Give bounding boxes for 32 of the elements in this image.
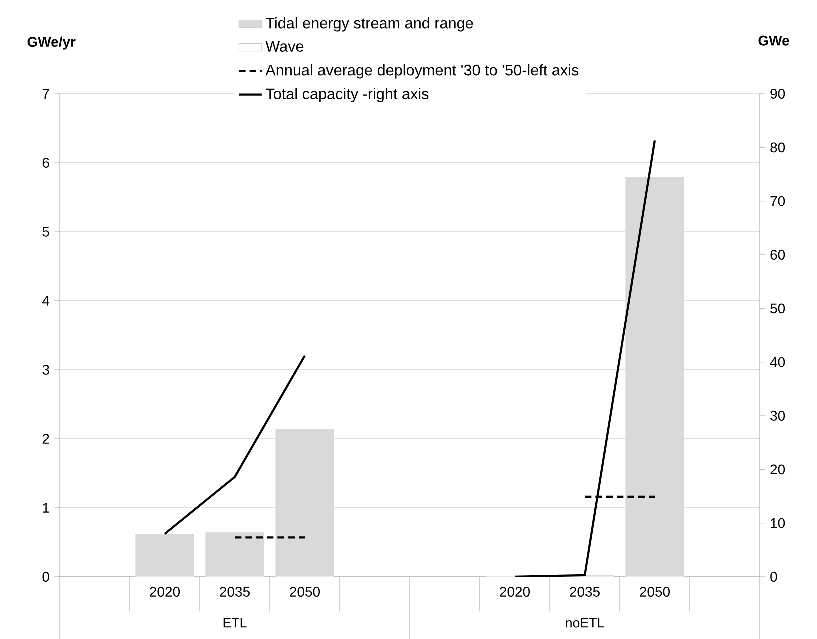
x-tick-label: 2035: [570, 587, 600, 597]
x-tick-label: 2050: [290, 587, 320, 597]
x-tick-label: 2020: [150, 587, 180, 597]
y-tick-label: 5: [42, 227, 50, 237]
y-tick-label: 7: [42, 89, 50, 99]
text: noETL: [566, 618, 604, 628]
y2-tick-label: 20: [770, 464, 786, 475]
x-tick-label: 2035: [220, 587, 250, 597]
x-tick-label: 2020: [500, 587, 530, 597]
x-tick-label: 2050: [640, 587, 670, 597]
y-tick-label: 6: [42, 158, 50, 168]
legend-label: Tidal energy stream and range: [266, 18, 474, 32]
text: ETL: [224, 618, 247, 628]
y2-tick-label: 30: [770, 411, 786, 421]
legend-label: Wave: [266, 41, 304, 52]
y2-tick-label: 0: [770, 572, 778, 582]
legend-label: Annual average deployment '30 to '50-left axis: [266, 64, 579, 79]
y2-axis-title: GWe: [758, 36, 790, 46]
y-tick-label: 3: [42, 365, 50, 375]
y2-tick-label: 70: [770, 196, 786, 206]
y-tick-label: 2: [42, 434, 50, 444]
y2-tick-label: 10: [771, 518, 786, 528]
y-tick-label: 4: [42, 296, 50, 306]
y2-tick-label: 80: [770, 142, 786, 153]
y-tick-label: 0: [42, 572, 50, 582]
legend-label: Total capacity -right axis: [266, 88, 429, 103]
y-tick-label: 1: [43, 503, 50, 513]
y2-tick-label: 50: [770, 304, 786, 314]
y2-tick-label: 60: [770, 250, 786, 260]
y2-tick-label: 90: [770, 89, 786, 99]
y-axis-title: GWe/yr: [28, 36, 76, 50]
y2-tick-label: 40: [770, 357, 786, 368]
